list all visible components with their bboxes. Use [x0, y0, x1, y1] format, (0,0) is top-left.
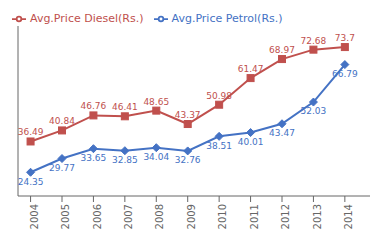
svg-text:24.35: 24.35 — [18, 177, 44, 187]
svg-text:36.49: 36.49 — [18, 127, 44, 137]
svg-text:40.84: 40.84 — [49, 116, 75, 126]
svg-text:2007: 2007 — [123, 204, 134, 229]
svg-text:68.97: 68.97 — [269, 45, 295, 55]
svg-text:2005: 2005 — [60, 204, 71, 229]
svg-text:40.01: 40.01 — [238, 137, 264, 147]
svg-text:46.41: 46.41 — [112, 102, 138, 112]
svg-text:2012: 2012 — [280, 204, 291, 229]
svg-text:2006: 2006 — [92, 204, 103, 229]
svg-text:73.7: 73.7 — [335, 33, 355, 43]
svg-text:66.79: 66.79 — [332, 69, 358, 79]
svg-text:2009: 2009 — [186, 204, 197, 229]
html-text:Avg.Price Petrol(Rs.): Avg.Price Petrol(Rs.) — [171, 12, 283, 25]
svg-text:46.76: 46.76 — [81, 101, 107, 111]
svg-text:52.03: 52.03 — [301, 106, 327, 116]
svg-text:72.68: 72.68 — [301, 36, 327, 46]
svg-text:48.65: 48.65 — [143, 97, 169, 107]
svg-text:34.04: 34.04 — [143, 152, 169, 162]
svg-text:43.47: 43.47 — [269, 128, 295, 138]
svg-text:2008: 2008 — [154, 204, 165, 229]
svg-text:2004: 2004 — [29, 204, 40, 229]
svg-text:50.98: 50.98 — [206, 91, 232, 101]
svg-text:38.51: 38.51 — [206, 141, 232, 151]
svg-text:29.77: 29.77 — [49, 163, 75, 173]
svg-text:43.37: 43.37 — [175, 110, 201, 120]
svg-text:61.47: 61.47 — [238, 64, 264, 74]
svg-text:32.76: 32.76 — [175, 155, 201, 165]
html-text:Avg.Price Diesel(Rs.): Avg.Price Diesel(Rs.) — [30, 12, 144, 25]
svg-text:2010: 2010 — [217, 204, 228, 229]
svg-text:32.85: 32.85 — [112, 155, 138, 165]
svg-text:2013: 2013 — [312, 204, 323, 229]
svg-text:33.65: 33.65 — [81, 153, 107, 163]
svg-text:2014: 2014 — [343, 204, 354, 229]
svg-text:2011: 2011 — [249, 204, 260, 229]
